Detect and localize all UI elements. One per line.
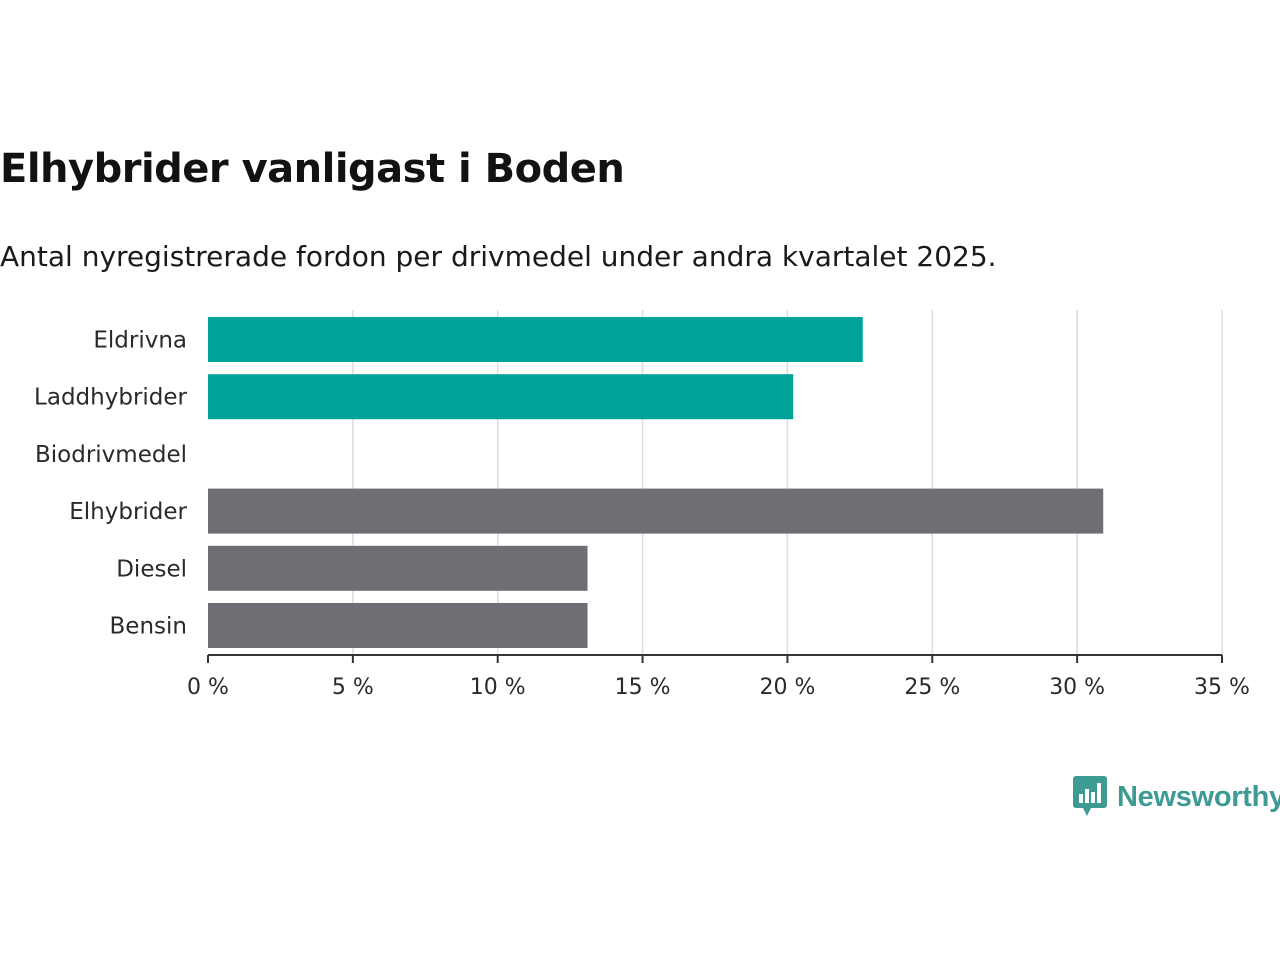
x-tick-label: 20 % bbox=[759, 675, 815, 700]
x-tick-label: 25 % bbox=[904, 675, 960, 700]
bar-eldrivna bbox=[208, 317, 863, 362]
x-tick-label: 5 % bbox=[332, 675, 374, 700]
category-label: Laddhybrider bbox=[34, 385, 187, 411]
category-label: Biodrivmedel bbox=[35, 442, 187, 468]
chart-subtitle: Antal nyregistrerade fordon per drivmede… bbox=[0, 240, 997, 273]
x-tick-label: 35 % bbox=[1194, 675, 1250, 700]
newsworthy-logo: Newsworthy bbox=[1073, 776, 1280, 818]
category-label: Diesel bbox=[116, 556, 187, 582]
category-label: Eldrivna bbox=[93, 328, 187, 354]
bar-laddhybrider bbox=[208, 374, 794, 420]
bar-elhybrider bbox=[208, 488, 1104, 534]
chart-title: Elhybrider vanligast i Boden bbox=[0, 146, 625, 192]
category-label: Elhybrider bbox=[69, 499, 187, 525]
bar-diesel bbox=[208, 545, 588, 591]
x-tick-label: 30 % bbox=[1049, 675, 1105, 700]
category-label: Bensin bbox=[110, 614, 187, 640]
newsworthy-chart-icon bbox=[1073, 776, 1107, 816]
x-tick-label: 15 % bbox=[615, 675, 671, 700]
bar-bensin bbox=[208, 603, 588, 648]
x-tick-label: 10 % bbox=[470, 675, 526, 700]
x-tick-label: 0 % bbox=[187, 675, 229, 700]
bar-chart: Eldrivna Laddhybrider Biodrivmedel Elhybrid… bbox=[34, 310, 1250, 700]
brand-name: Newsworthy bbox=[1117, 780, 1280, 813]
